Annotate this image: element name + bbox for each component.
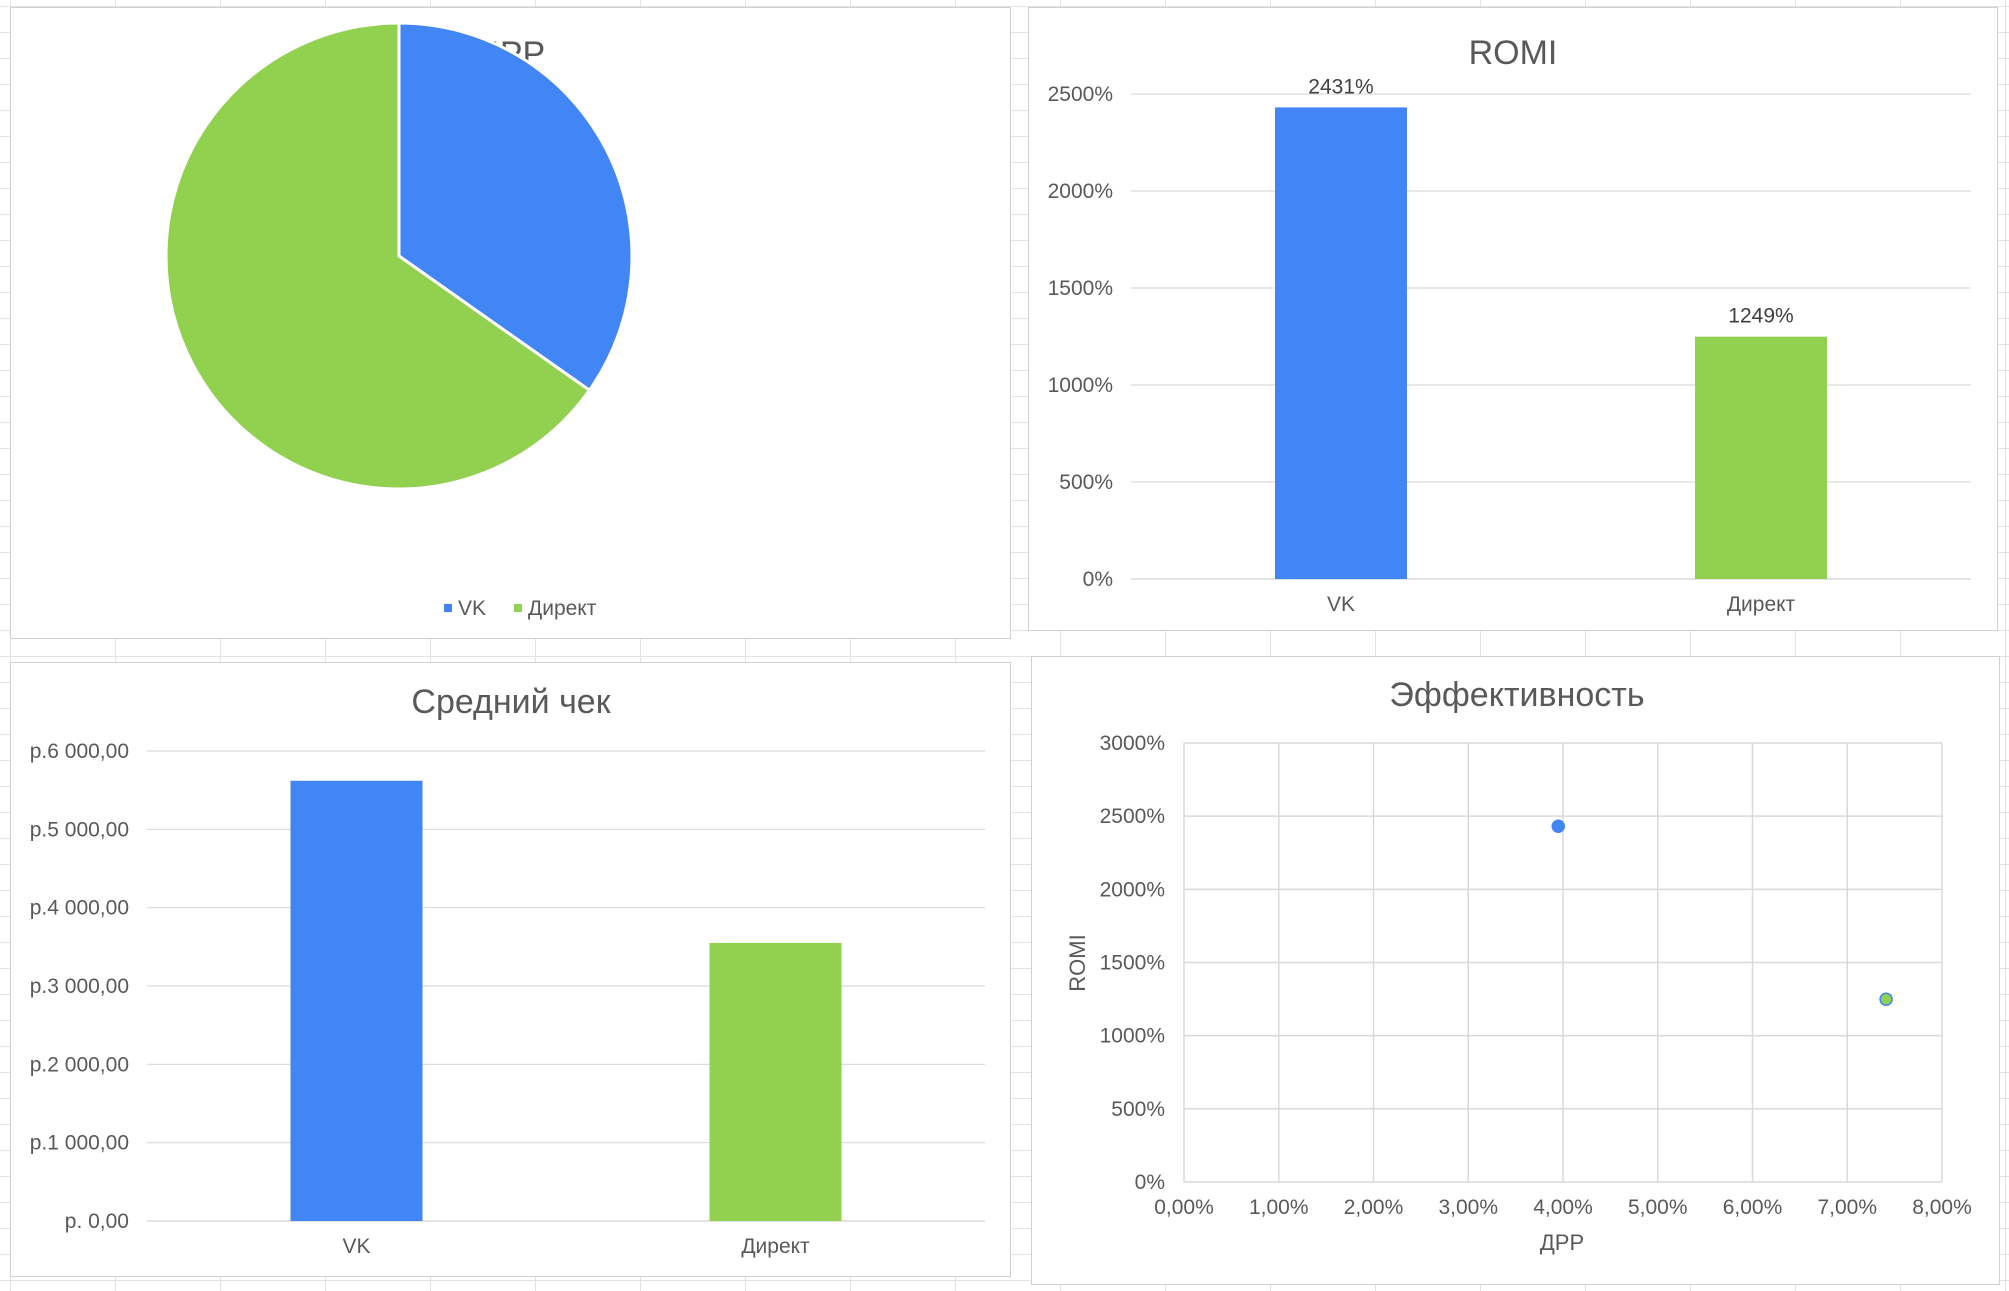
y-tick-label: 500% [1111,1098,1165,1121]
x-axis-tick-labels: 0,00% 1,00% 2,00% 3,00% 4,00% 5,00% 6,00… [1154,1196,1972,1219]
gridlines [1131,93,1971,580]
chart-title: ROMI [1469,34,1558,72]
y-tick-label: 3000% [1100,732,1165,755]
legend-marker-direct [514,604,522,612]
category-label-vk: VK [1327,593,1355,616]
y-axis-title: ROMI [1065,934,1090,991]
y-tick-label: р.6 000,00 [30,740,129,763]
y-tick-label: 2500% [1048,83,1113,106]
bar-direct [709,942,842,1221]
y-axis-tick-labels: р. 0,00 р.1 000,00 р.2 000,00 р.3 000,00… [30,740,129,1233]
pie-slice-директ [164,21,592,491]
y-tick-label: 1000% [1100,1025,1165,1048]
bars [290,780,842,1221]
x-axis-category-labels: VK Директ [342,1235,810,1258]
legend-label-vk: VK [458,597,486,620]
x-axis-title: ДРР [1540,1230,1584,1255]
x-tick-label: 2,00% [1344,1196,1404,1219]
drr-chart-canvas: ДРР VK Директ [164,21,634,620]
average-check-bar-chart[interactable]: Средний чек р. 0,00 р.1 000,00 р.2 000,0… [10,662,1011,1277]
chart-title: Эффективность [1389,676,1644,714]
y-tick-label: 1500% [1048,277,1113,300]
y-tick-label: 2500% [1100,805,1165,828]
pie-slice-vk [397,21,634,393]
legend-marker-vk [444,604,452,612]
x-tick-label: 1,00% [1249,1196,1309,1219]
bar-direct [1695,336,1827,579]
legend-label-direct: Директ [528,597,597,620]
data-label-vk: 2431% [1308,75,1373,98]
x-tick-label: 4,00% [1533,1196,1593,1219]
y-tick-label: 0% [1083,568,1113,591]
y-tick-label: р.3 000,00 [30,975,129,998]
average-check-chart-canvas: Средний чек р. 0,00 р.1 000,00 р.2 000,0… [30,683,985,1258]
y-tick-label: 2000% [1048,180,1113,203]
romi-chart-canvas: ROMI 0% 500% 1000% 1500% 2000% 2500% 243… [1048,34,1971,616]
data-labels: 2431% 1249% [1308,75,1793,327]
legend: VK Директ [444,597,597,620]
category-label-vk: VK [342,1235,370,1258]
x-tick-label: 7,00% [1817,1196,1877,1219]
y-tick-label: р. 0,00 [65,1210,129,1233]
chart-title: Средний чек [411,683,611,721]
efficiency-chart-canvas: Эффективность 0% 500% 1000% 1500% 2000% … [1065,676,1972,1255]
scatter-point-direct [1879,992,1893,1006]
bar-vk [290,780,423,1221]
y-tick-label: р.2 000,00 [30,1053,129,1076]
y-tick-label: 500% [1059,471,1113,494]
y-tick-label: 1000% [1048,374,1113,397]
gridlines [147,750,985,1222]
y-tick-label: 2000% [1100,878,1165,901]
x-axis-category-labels: VK Директ [1327,593,1796,616]
x-tick-label: 8,00% [1912,1196,1972,1219]
y-axis-tick-labels: 0% 500% 1000% 1500% 2000% 2500% [1048,83,1113,591]
romi-bar-chart[interactable]: ROMI 0% 500% 1000% 1500% 2000% 2500% 243… [1028,7,1998,631]
efficiency-scatter-chart[interactable]: Эффективность 0% 500% 1000% 1500% 2000% … [1031,656,2000,1285]
y-tick-label: р.5 000,00 [30,818,129,841]
pie-slices [164,21,634,491]
scatter-points [1551,819,1893,1006]
drr-pie-chart[interactable]: ДРР VK Директ [10,7,1011,639]
x-tick-label: 5,00% [1628,1196,1688,1219]
y-tick-label: р.4 000,00 [30,897,129,920]
scatter-point-vk [1551,819,1566,834]
bars [1275,107,1827,580]
y-tick-label: 1500% [1100,952,1165,975]
category-label-direct: Директ [741,1235,810,1258]
data-label-direct: 1249% [1728,305,1793,328]
y-tick-label: 0% [1135,1171,1165,1194]
y-axis-tick-labels: 0% 500% 1000% 1500% 2000% 2500% 3000% [1100,732,1165,1194]
x-tick-label: 0,00% [1154,1196,1214,1219]
category-label-direct: Директ [1727,593,1796,616]
bar-vk [1275,107,1407,580]
x-tick-label: 6,00% [1723,1196,1783,1219]
x-tick-label: 3,00% [1438,1196,1498,1219]
gridlines [1183,742,1943,1183]
y-tick-label: р.1 000,00 [30,1132,129,1155]
